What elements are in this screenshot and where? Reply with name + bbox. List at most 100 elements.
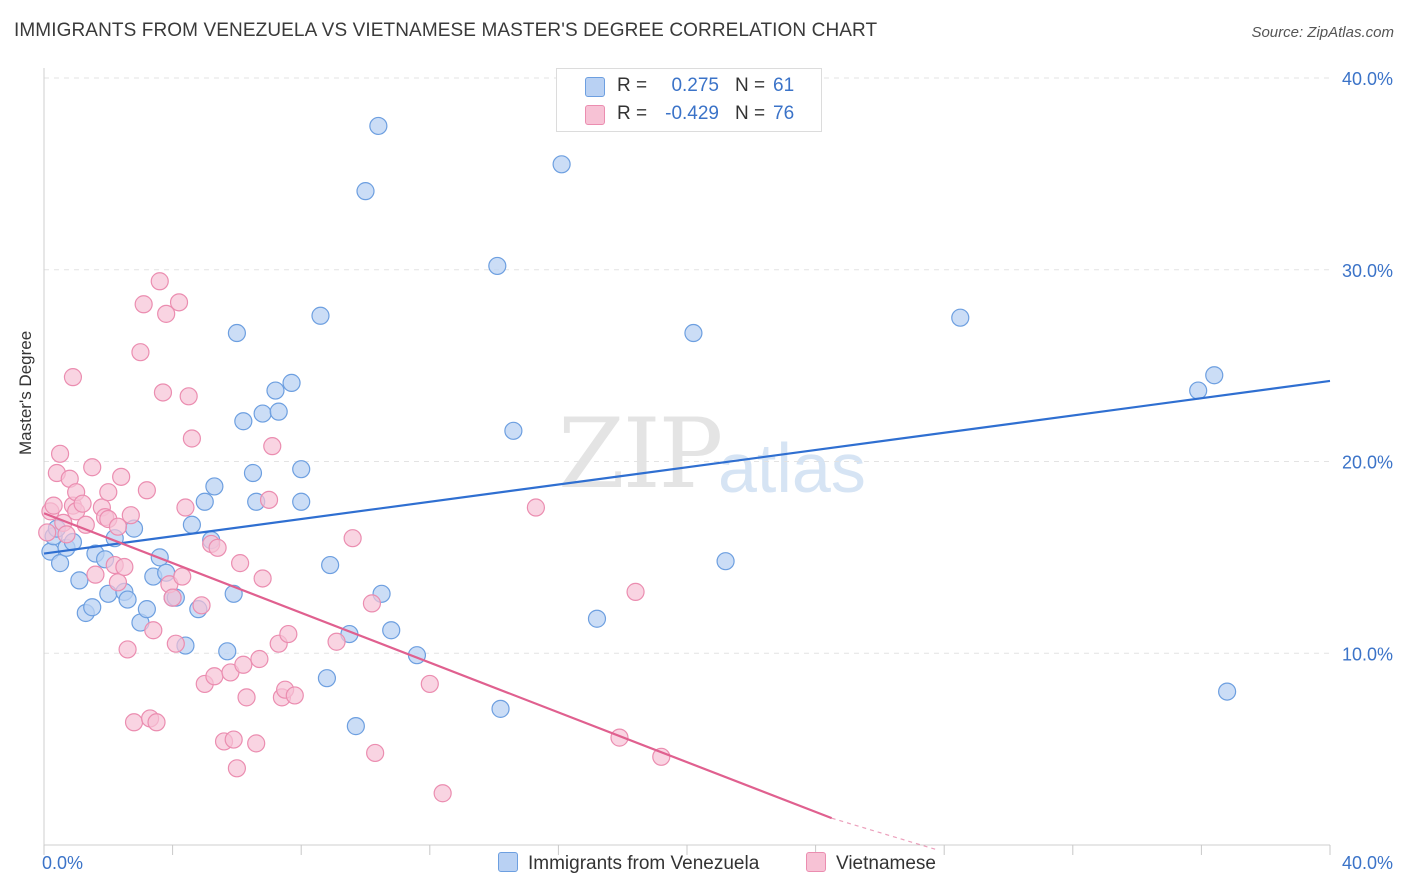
data-point-vietnamese: [279, 624, 298, 644]
data-point-vietnamese: [327, 632, 346, 651]
data-point-vietnamese: [208, 538, 227, 557]
x-tick-label: 0.0%: [42, 853, 83, 873]
data-point-vietnamese: [124, 713, 144, 732]
data-point-venezuela: [488, 256, 507, 276]
watermark-zip: ZIP: [558, 398, 723, 510]
pink-swatch-icon: [585, 105, 605, 125]
legend-item-vietnamese: Vietnamese: [806, 852, 936, 875]
legend-row-venezuela: R = 0.275 N = 61: [557, 71, 821, 101]
data-point-venezuela: [504, 421, 523, 440]
y-tick-label: 40.0%: [1342, 69, 1393, 89]
data-point-venezuela: [369, 116, 388, 136]
r-value: -0.429: [665, 103, 719, 124]
r-label: R =: [617, 103, 648, 124]
data-point-venezuela: [253, 404, 272, 423]
data-point-venezuela: [50, 554, 70, 573]
data-point-vietnamese: [253, 569, 272, 588]
blue-swatch-icon: [498, 852, 518, 872]
data-point-venezuela: [356, 182, 375, 201]
data-point-vietnamese: [285, 686, 304, 705]
data-point-vietnamese: [343, 529, 362, 548]
data-point-vietnamese: [224, 730, 243, 749]
data-point-venezuela: [951, 308, 970, 327]
data-point-vietnamese: [166, 634, 185, 653]
data-point-vietnamese: [134, 295, 153, 314]
data-point-venezuela: [491, 699, 510, 718]
data-point-vietnamese: [137, 481, 156, 500]
data-point-venezuela: [266, 381, 285, 400]
data-point-venezuela: [195, 492, 214, 511]
data-point-vietnamese: [173, 567, 192, 586]
r-value: 0.275: [671, 75, 719, 96]
data-point-vietnamese: [115, 557, 134, 577]
data-point-vietnamese: [250, 649, 269, 669]
data-point-vietnamese: [182, 429, 201, 448]
data-point-venezuela: [118, 590, 137, 609]
y-tick-label: 10.0%: [1342, 644, 1393, 664]
n-value: 61: [773, 75, 795, 96]
data-point-venezuela: [218, 642, 237, 661]
data-point-vietnamese: [192, 596, 211, 615]
y-axis-label: Master's Degree: [16, 330, 35, 455]
data-point-venezuela: [317, 669, 337, 688]
data-point-venezuela: [1218, 682, 1237, 701]
legend-label: Immigrants from Venezuela: [528, 853, 760, 874]
legend-label: Vietnamese: [836, 853, 936, 874]
data-point-vietnamese: [157, 304, 176, 323]
data-point-vietnamese: [83, 458, 102, 477]
data-point-vietnamese: [108, 517, 128, 536]
data-point-vietnamese: [150, 272, 169, 291]
data-point-vietnamese: [163, 588, 182, 607]
data-point-vietnamese: [362, 594, 382, 613]
data-point-vietnamese: [234, 655, 253, 674]
data-point-vietnamese: [237, 688, 256, 707]
data-point-vietnamese: [131, 343, 150, 362]
data-point-venezuela: [321, 555, 340, 575]
y-tick-label: 20.0%: [1342, 453, 1393, 473]
data-point-venezuela: [587, 609, 607, 628]
data-point-vietnamese: [153, 383, 173, 402]
data-point-venezuela: [234, 412, 253, 431]
data-point-vietnamese: [179, 387, 198, 406]
data-point-venezuela: [552, 155, 571, 174]
pink-swatch-icon: [806, 852, 826, 872]
data-point-venezuela: [243, 463, 263, 483]
data-point-venezuela: [227, 323, 246, 343]
legend-item-venezuela: Immigrants from Venezuela: [498, 852, 759, 875]
r-label: R =: [617, 75, 648, 96]
tick-labels: 10.0% 20.0% 30.0% 40.0% 0.0% 40.0%: [42, 69, 1393, 873]
data-point-venezuela: [83, 598, 102, 617]
data-point-venezuela: [311, 306, 330, 325]
data-point-vietnamese: [626, 582, 645, 601]
data-point-vietnamese: [38, 523, 57, 542]
data-point-vietnamese: [366, 743, 385, 763]
data-point-vietnamese: [176, 498, 195, 517]
data-point-vietnamese: [73, 494, 92, 513]
trend-line-venezuela: [43, 379, 1331, 555]
data-point-vietnamese: [44, 496, 63, 515]
chart-title: IMMIGRANTS FROM VENEZUELA VS VIETNAMESE …: [14, 20, 878, 41]
legend-row-vietnamese: R = -0.429 N = 76: [557, 99, 821, 129]
data-point-vietnamese: [227, 759, 246, 778]
data-point-venezuela: [205, 477, 224, 496]
data-point-venezuela: [382, 621, 401, 640]
trend-line-vietnamese: [43, 512, 833, 820]
trend-lines: [43, 379, 1331, 851]
data-point-vietnamese: [526, 498, 545, 517]
data-point-vietnamese: [169, 293, 189, 312]
data-point-vietnamese: [231, 554, 250, 573]
data-point-vietnamese: [263, 437, 282, 456]
watermark-atlas: atlas: [718, 429, 866, 507]
data-point-vietnamese: [652, 747, 671, 766]
x-tick-label: 40.0%: [1342, 853, 1393, 873]
data-point-vietnamese: [144, 621, 163, 640]
n-label: N =: [735, 75, 766, 96]
data-point-vietnamese: [433, 784, 452, 803]
series-venezuela-points: [41, 116, 1237, 736]
data-point-vietnamese: [121, 506, 140, 525]
data-point-vietnamese: [205, 667, 224, 686]
data-point-vietnamese: [50, 444, 70, 463]
data-point-vietnamese: [112, 467, 131, 486]
data-point-venezuela: [1205, 366, 1224, 385]
